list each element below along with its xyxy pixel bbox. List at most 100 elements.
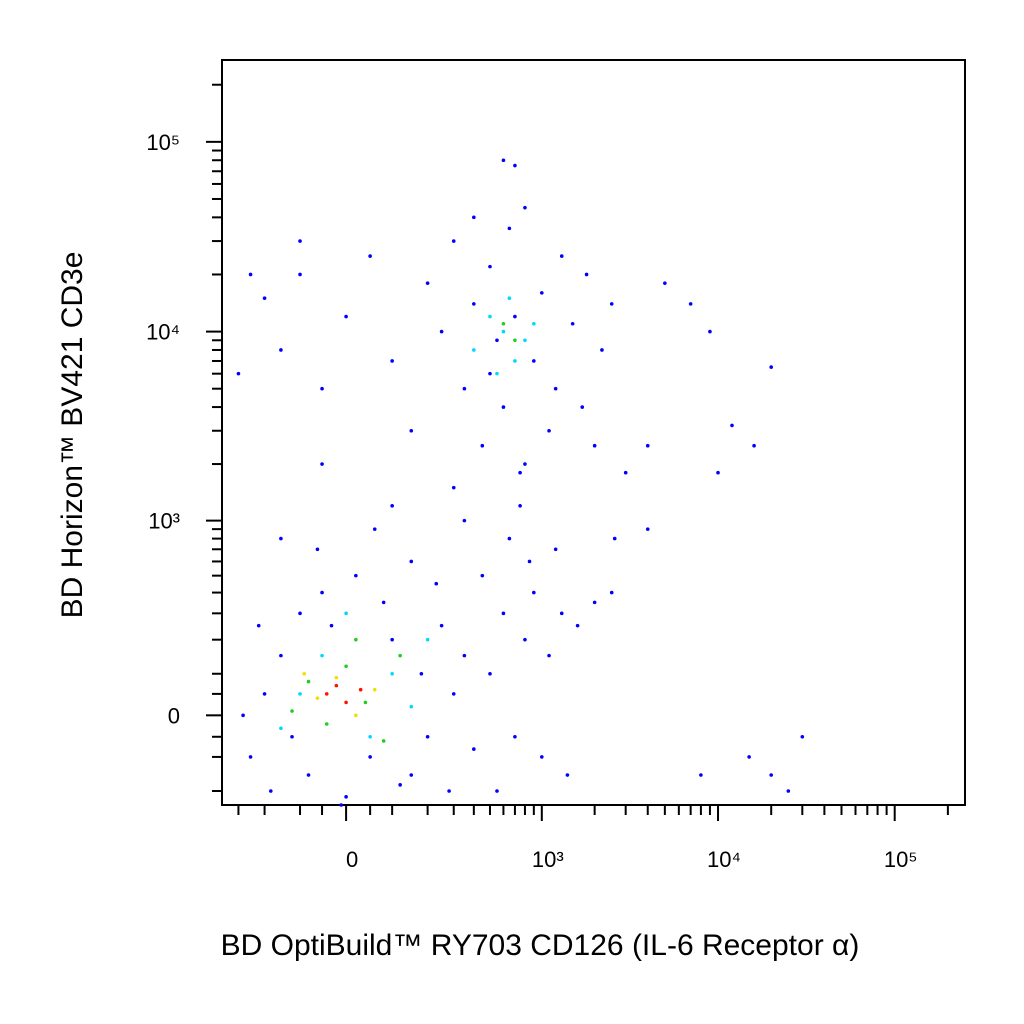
data-point — [472, 302, 476, 306]
data-point — [298, 272, 302, 277]
data-point — [565, 773, 570, 777]
data-point — [439, 329, 444, 334]
data-point — [518, 504, 522, 508]
data-point — [488, 264, 492, 269]
data-point — [298, 692, 302, 696]
data-point — [547, 428, 551, 433]
data-point — [262, 296, 267, 300]
data-point — [358, 687, 363, 692]
data-point — [390, 637, 394, 642]
data-point — [390, 504, 394, 508]
data-point — [532, 590, 536, 595]
data-point — [518, 470, 522, 475]
data-point — [501, 405, 506, 409]
data-point — [451, 692, 456, 696]
data-point — [372, 527, 377, 531]
data-point — [334, 675, 339, 680]
data-point — [513, 338, 517, 343]
data-point — [523, 462, 527, 466]
data-point — [501, 611, 506, 616]
data-point — [290, 709, 294, 713]
data-point — [344, 611, 348, 616]
data-point — [501, 329, 506, 334]
data-point — [447, 789, 451, 793]
data-point — [609, 590, 614, 595]
x-tick-label: 10⁴ — [707, 847, 741, 872]
data-point — [495, 371, 499, 376]
data-point — [559, 254, 564, 258]
data-point — [786, 789, 791, 793]
data-point — [390, 671, 394, 676]
data-point — [409, 773, 414, 777]
data-point — [419, 671, 424, 676]
data-point — [645, 527, 650, 531]
data-point — [320, 590, 324, 595]
data-point — [256, 623, 261, 628]
data-point — [472, 747, 476, 751]
data-point — [279, 348, 283, 352]
data-point — [462, 518, 467, 523]
data-point — [523, 338, 527, 343]
data-point — [268, 789, 273, 793]
data-point — [600, 348, 604, 352]
data-point — [507, 226, 512, 231]
data-point — [344, 314, 348, 319]
data-point — [339, 803, 344, 807]
data-point — [354, 573, 358, 578]
data-point — [279, 653, 283, 658]
data-point — [495, 789, 499, 793]
data-point — [645, 443, 650, 448]
data-point — [236, 371, 241, 376]
x-tick-label: 0 — [346, 847, 358, 872]
data-point — [315, 696, 320, 700]
data-point — [262, 692, 267, 696]
y-tick-label: 10⁴ — [146, 320, 180, 345]
data-point — [540, 755, 544, 759]
data-point — [279, 726, 283, 731]
data-point — [575, 623, 580, 628]
data-point — [306, 679, 311, 684]
data-point — [708, 329, 712, 334]
x-tick-label: 10³ — [532, 847, 564, 872]
data-point — [540, 291, 544, 295]
data-point — [488, 671, 492, 676]
data-point — [584, 272, 589, 277]
data-point — [612, 536, 617, 541]
data-point — [730, 423, 734, 428]
x-tick-label: 10⁵ — [884, 847, 918, 872]
data-point — [507, 296, 512, 300]
data-point — [769, 365, 774, 369]
data-point — [344, 700, 348, 705]
data-point — [381, 739, 386, 743]
data-point — [298, 239, 302, 243]
data-point — [553, 386, 558, 391]
data-point — [324, 692, 329, 696]
plot-frame — [221, 59, 966, 806]
data-point — [472, 215, 476, 220]
data-point — [409, 428, 414, 433]
data-point — [241, 713, 245, 718]
data-point — [381, 600, 386, 605]
data-point — [409, 704, 414, 709]
data-point — [398, 653, 402, 658]
data-point — [523, 637, 527, 642]
data-point — [488, 371, 492, 376]
data-point — [547, 653, 551, 658]
data-point — [354, 637, 358, 642]
data-point — [532, 359, 536, 363]
data-point — [769, 773, 774, 777]
data-point — [501, 158, 506, 163]
data-point — [324, 722, 329, 726]
data-point — [306, 773, 311, 777]
data-point — [302, 671, 307, 676]
data-point — [320, 386, 324, 391]
data-point — [523, 205, 527, 210]
y-tick-label: 10³ — [148, 509, 180, 534]
data-point — [298, 611, 302, 616]
data-point — [699, 773, 703, 777]
data-point — [513, 314, 517, 319]
data-point — [451, 239, 456, 243]
data-point — [320, 653, 324, 658]
data-point — [344, 664, 348, 669]
